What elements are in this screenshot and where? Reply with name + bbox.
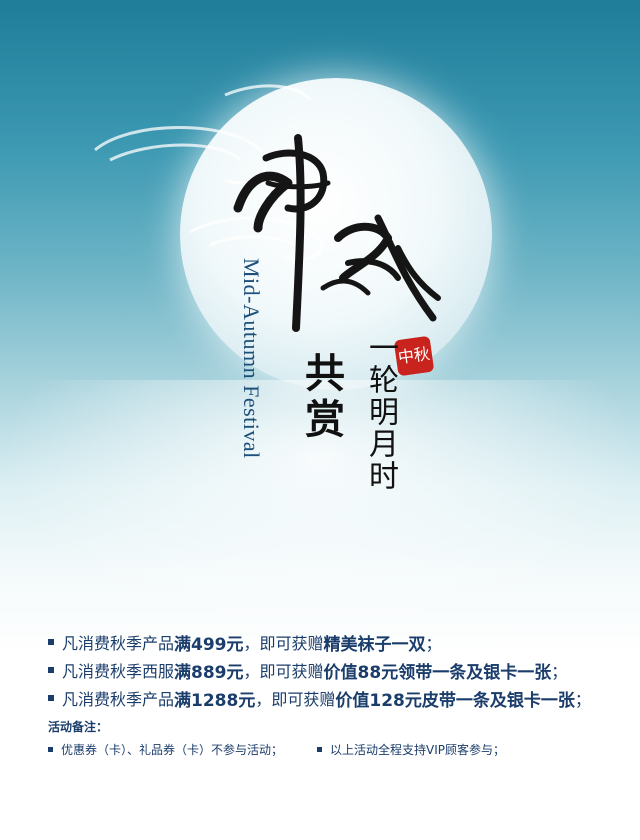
english-title: Mid-Autumn Festival <box>239 258 264 459</box>
promo-sep: ，即可获赠 <box>243 662 324 681</box>
bullet-icon <box>48 746 53 752</box>
notes-title: 活动备注： <box>48 720 109 734</box>
promo-amount: 满889元 <box>174 662 244 683</box>
promo-sep: ，即可获赠 <box>255 690 336 709</box>
promo-end: ； <box>551 662 568 681</box>
promotion-info: 凡消费秋季产品 满499元 ，即可获赠 精美袜子一双 ； 凡消费秋季西服 满88… <box>48 628 608 760</box>
promotion-line: 凡消费秋季西服 满889元 ，即可获赠 价值88元领带一条及银卡一张 ； <box>48 656 608 684</box>
notes-row: 优惠券（卡）、礼品券（卡）不参与活动； 以上活动全程支持VIP顾客参与； <box>48 738 608 760</box>
mist-layer <box>0 380 640 640</box>
bullet-icon <box>48 667 54 673</box>
promo-amount: 满1288元 <box>174 690 256 711</box>
promo-pre: 凡消费秋季产品 <box>62 634 175 653</box>
promotion-line: 凡消费秋季产品 满499元 ，即可获赠 精美袜子一双 ； <box>48 628 608 656</box>
subtitle-side: 一轮明月时 <box>363 332 398 492</box>
calligraphy-title <box>233 134 441 332</box>
promo-pre: 凡消费秋季产品 <box>62 690 175 709</box>
bullet-icon <box>317 746 323 752</box>
promo-sep: ，即可获赠 <box>243 634 324 653</box>
promo-amount: 满499元 <box>174 634 244 655</box>
promo-pre: 凡消费秋季西服 <box>62 662 175 681</box>
promo-gift: 价值128元皮带一条及银卡一张 <box>335 690 575 711</box>
moon <box>180 78 492 390</box>
note-text: 以上活动全程支持VIP顾客参与； <box>330 742 506 757</box>
promo-end: ； <box>425 634 442 653</box>
note-item: 优惠券（卡）、礼品券（卡）不参与活动； <box>48 741 283 758</box>
bullet-icon <box>48 695 54 701</box>
note-item: 以上活动全程支持VIP顾客参与； <box>317 741 505 758</box>
promo-gift: 精美袜子一双 <box>323 634 426 655</box>
bullet-icon <box>48 639 54 645</box>
promo-gift: 价值88元领带一条及银卡一张 <box>323 662 552 683</box>
note-text: 优惠券（卡）、礼品券（卡）不参与活动； <box>61 742 284 757</box>
promo-end: ； <box>574 690 591 709</box>
subtitle-main: 共赏 <box>298 352 345 444</box>
promotion-line: 凡消费秋季产品 满1288元 ，即可获赠 价值128元皮带一条及银卡一张 ； <box>48 684 608 712</box>
